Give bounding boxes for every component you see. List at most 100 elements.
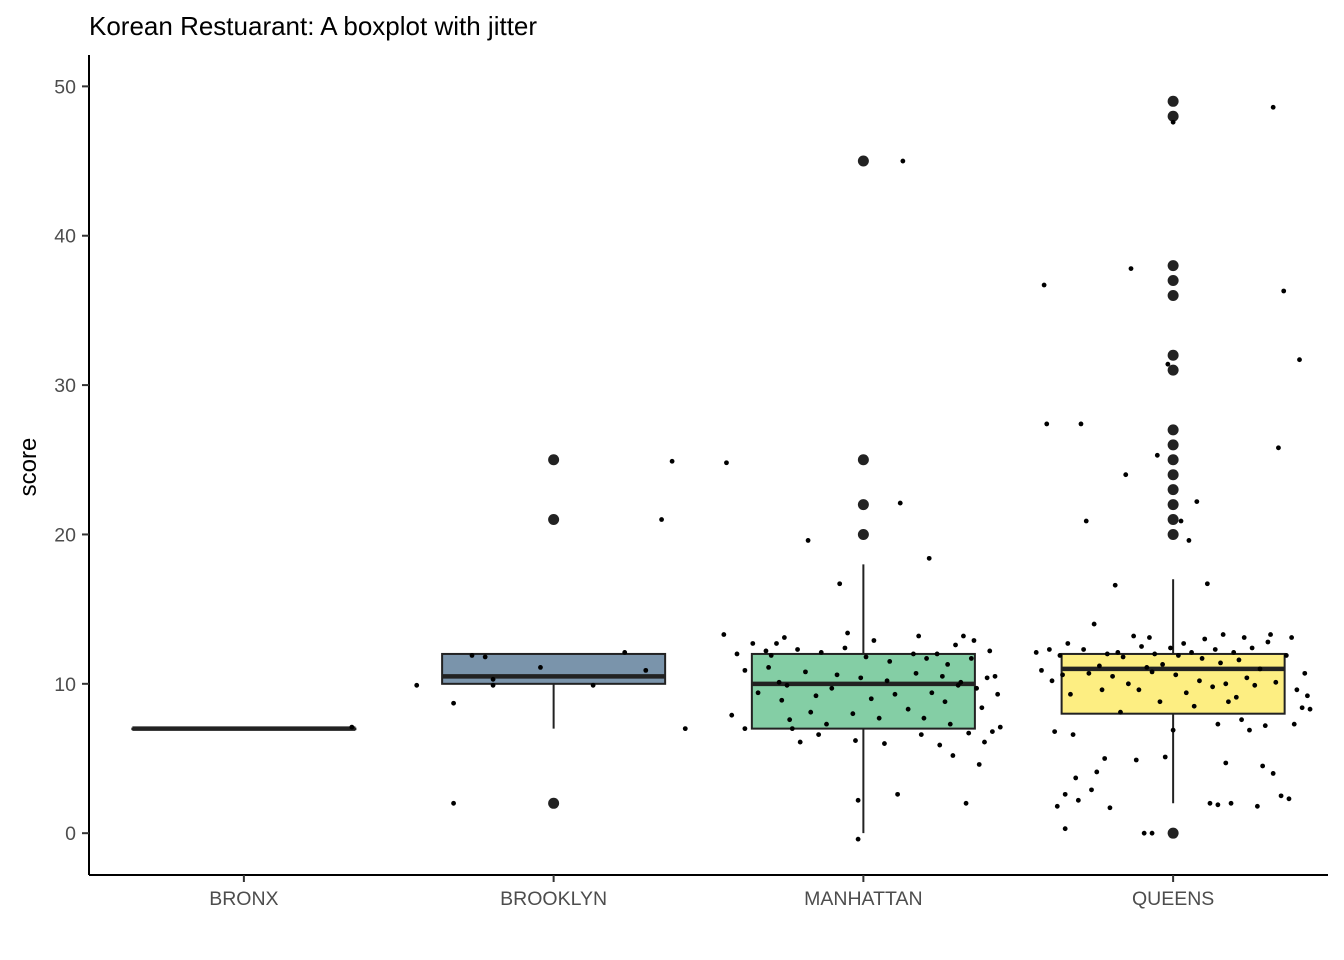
jitter-point xyxy=(763,648,769,654)
outlier-point xyxy=(1167,289,1179,301)
jitter-point xyxy=(987,648,993,654)
jitter-point xyxy=(984,675,990,681)
jitter-point xyxy=(1268,632,1273,637)
jitter-group-manhattan xyxy=(721,158,1003,842)
jitter-point xyxy=(1270,104,1276,110)
box-group-bronx xyxy=(131,726,357,731)
jitter-point xyxy=(1289,635,1295,640)
jitter-point xyxy=(1039,667,1044,673)
jitter-point xyxy=(913,670,919,676)
jitter-point xyxy=(1123,472,1129,478)
jitter-point xyxy=(1149,830,1155,836)
jitter-point xyxy=(414,682,420,688)
jitter-point xyxy=(1102,756,1108,761)
jitter-point xyxy=(1041,282,1047,288)
jitter-point xyxy=(1165,361,1171,367)
jitter-point xyxy=(966,730,972,736)
jitter-point xyxy=(1091,621,1097,627)
jitter-point xyxy=(1252,682,1258,688)
jitter-point xyxy=(882,741,887,746)
outlier-point xyxy=(857,155,869,167)
jitter-point xyxy=(1186,538,1192,543)
jitter-point xyxy=(897,500,903,506)
outlier-point xyxy=(857,454,869,466)
jitter-point xyxy=(1281,288,1287,294)
outlier-point xyxy=(1167,110,1179,122)
jitter-point xyxy=(1254,803,1260,809)
jitter-point xyxy=(910,651,916,657)
jitter-point xyxy=(1147,635,1152,640)
outlier-point xyxy=(1167,95,1179,107)
jitter-point xyxy=(490,682,496,688)
jitter-point xyxy=(1226,699,1231,705)
x-tick-label: BROOKLYN xyxy=(500,888,607,910)
outlier-point xyxy=(1167,469,1179,481)
jitter-point xyxy=(918,732,924,737)
jitter-point xyxy=(942,699,948,705)
outlier-point xyxy=(1167,439,1179,451)
jitter-point xyxy=(784,682,790,688)
jitter-point xyxy=(845,630,850,636)
jitter-point xyxy=(789,726,795,732)
jitter-point xyxy=(1162,754,1168,760)
jitter-point xyxy=(953,642,958,648)
jitter-point xyxy=(950,753,956,758)
y-tick-label: 10 xyxy=(54,674,76,696)
outlier-point xyxy=(857,499,869,511)
jitter-point xyxy=(1297,357,1302,363)
jitter-point xyxy=(1265,639,1271,645)
jitter-point xyxy=(1062,826,1068,832)
jitter-point xyxy=(1089,787,1094,793)
x-tick-label: BRONX xyxy=(209,888,278,910)
jitter-point xyxy=(1086,670,1092,676)
jitter-point xyxy=(1307,706,1313,712)
jitter-point xyxy=(961,633,966,639)
jitter-point xyxy=(1215,802,1221,808)
jitter-point xyxy=(1210,684,1216,690)
jitter-point xyxy=(781,635,787,640)
jitter-point xyxy=(1099,687,1105,693)
jitter-point xyxy=(1141,830,1147,836)
y-tick-label: 30 xyxy=(54,375,76,397)
jitter-point xyxy=(871,638,877,643)
jitter-point xyxy=(1168,645,1173,651)
jitter-point xyxy=(1060,672,1065,678)
jitter-point xyxy=(1144,664,1150,670)
jitter-point xyxy=(939,673,945,679)
jitter-point xyxy=(1299,705,1305,711)
jitter-point xyxy=(937,742,943,748)
jitter-point xyxy=(1204,581,1210,587)
jitter-point xyxy=(1149,669,1155,675)
jitter-point xyxy=(742,667,748,673)
jitter-point xyxy=(989,729,995,735)
jitter-point xyxy=(1183,690,1189,696)
jitter-point xyxy=(1118,709,1123,715)
jitter-point xyxy=(721,632,727,637)
outlier-point xyxy=(548,454,560,466)
jitter-point xyxy=(1154,452,1160,458)
outlier-point xyxy=(1167,260,1179,272)
jitter-point xyxy=(1133,757,1139,763)
jitter-point xyxy=(1233,694,1239,700)
jitter-point xyxy=(1049,678,1055,684)
jitter-point xyxy=(979,705,985,711)
jitter-point xyxy=(742,726,748,732)
box-group-brooklyn xyxy=(441,454,667,809)
jitter-point xyxy=(1212,647,1218,652)
jitter-point xyxy=(945,661,951,667)
jitter-point xyxy=(1033,650,1039,655)
jitter-point xyxy=(1247,727,1252,733)
box xyxy=(1060,652,1286,715)
jitter-point xyxy=(1110,673,1115,679)
jitter-point xyxy=(1068,691,1073,697)
jitter-point xyxy=(1244,675,1250,681)
outlier-point xyxy=(1167,275,1179,287)
jitter-point xyxy=(905,706,911,712)
jitter-point xyxy=(1215,721,1221,727)
jitter-point xyxy=(779,697,785,703)
jitter-point xyxy=(787,717,793,723)
jitter-point xyxy=(1260,763,1266,769)
jitter-point xyxy=(824,721,829,727)
y-tick-label: 20 xyxy=(54,524,76,546)
